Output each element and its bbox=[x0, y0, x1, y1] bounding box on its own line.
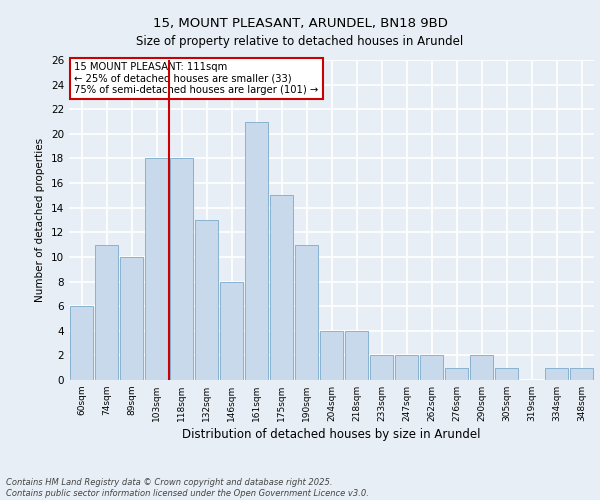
Text: Size of property relative to detached houses in Arundel: Size of property relative to detached ho… bbox=[136, 35, 464, 48]
Bar bbox=[470, 356, 493, 380]
Text: 15, MOUNT PLEASANT, ARUNDEL, BN18 9BD: 15, MOUNT PLEASANT, ARUNDEL, BN18 9BD bbox=[152, 18, 448, 30]
Bar bbox=[120, 257, 143, 380]
Bar bbox=[570, 368, 593, 380]
Y-axis label: Number of detached properties: Number of detached properties bbox=[35, 138, 46, 302]
Bar bbox=[445, 368, 468, 380]
Bar bbox=[170, 158, 193, 380]
Bar bbox=[95, 244, 118, 380]
Bar bbox=[545, 368, 568, 380]
Text: Contains HM Land Registry data © Crown copyright and database right 2025.
Contai: Contains HM Land Registry data © Crown c… bbox=[6, 478, 369, 498]
X-axis label: Distribution of detached houses by size in Arundel: Distribution of detached houses by size … bbox=[182, 428, 481, 441]
Bar bbox=[345, 331, 368, 380]
Bar bbox=[245, 122, 268, 380]
Bar bbox=[395, 356, 418, 380]
Bar bbox=[420, 356, 443, 380]
Bar bbox=[270, 196, 293, 380]
Bar bbox=[370, 356, 393, 380]
Bar bbox=[495, 368, 518, 380]
Bar bbox=[145, 158, 168, 380]
Bar bbox=[320, 331, 343, 380]
Bar bbox=[295, 244, 318, 380]
Text: 15 MOUNT PLEASANT: 111sqm
← 25% of detached houses are smaller (33)
75% of semi-: 15 MOUNT PLEASANT: 111sqm ← 25% of detac… bbox=[74, 62, 319, 95]
Bar bbox=[70, 306, 93, 380]
Bar bbox=[220, 282, 243, 380]
Bar bbox=[195, 220, 218, 380]
